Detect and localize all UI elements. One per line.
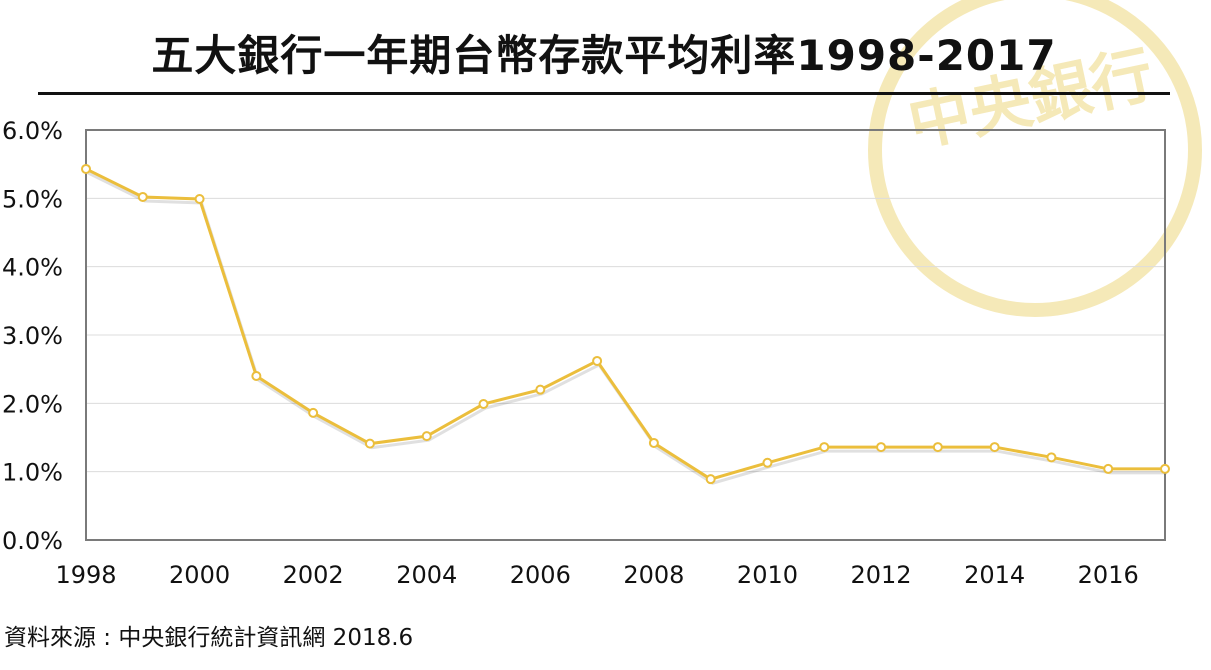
data-point [762,457,773,468]
data-point [81,163,91,174]
data-point [535,384,546,395]
y-tick-label: 6.0% [2,117,63,145]
x-tick-label: 2008 [623,561,684,589]
x-tick-label: 1998 [55,561,116,589]
data-point [421,431,432,442]
data-point [364,438,375,449]
x-tick-label: 2016 [1078,561,1139,589]
y-tick-label: 4.0% [2,254,63,282]
chart-title: 五大銀行一年期台幣存款平均利率1998-2017 [151,31,1057,80]
x-tick-label: 2004 [396,561,457,589]
x-tick-label: 2010 [737,561,798,589]
data-point [194,194,205,205]
data-point [1046,452,1057,463]
x-tick-label: 2012 [851,561,912,589]
data-point [1160,463,1170,474]
data-point [648,437,659,448]
source-note: 資料來源 : 中央銀行統計資訊網 2018.6 [4,625,414,651]
series-line [85,167,1165,481]
y-tick-label: 5.0% [2,185,63,213]
data-point [478,399,489,410]
watermark-ring [868,0,1202,317]
data-point [932,442,943,453]
data-point [705,474,716,485]
plot-border [85,129,1166,541]
x-tick-label: 2002 [283,561,344,589]
data-point [592,355,603,366]
data-point [137,191,148,202]
y-tick-label: 3.0% [2,322,63,350]
data-point [251,371,262,381]
y-tick-label: 1.0% [2,459,63,487]
series-line-shadow [87,171,1167,485]
data-point [876,442,887,453]
data-point [989,442,1000,453]
x-tick-label: 2006 [510,561,571,589]
x-tick-label: 2000 [169,561,230,589]
x-tick-label: 2014 [964,561,1025,589]
y-tick-label: 2.0% [2,390,63,418]
data-point [308,407,319,418]
data-point [819,442,830,453]
y-tick-label: 0.0% [2,527,63,555]
data-point [1103,463,1114,474]
title-underline [38,92,1170,95]
